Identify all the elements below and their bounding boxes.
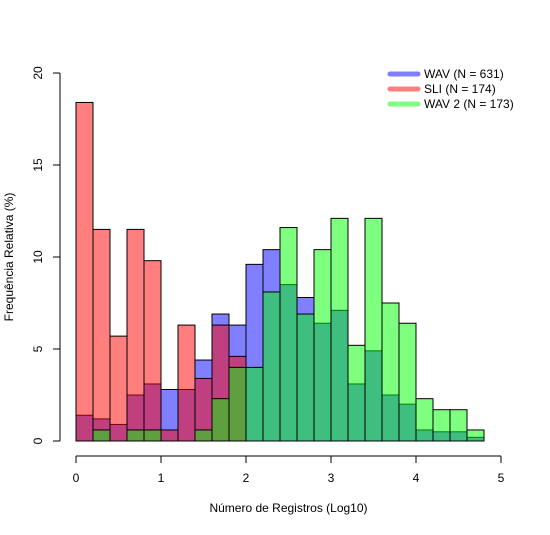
bar-3-8: [263, 292, 280, 441]
x-ticks: 0 1 2 3 4 5: [73, 456, 505, 485]
bar-3-20: [467, 430, 484, 441]
bar-2-1: [76, 102, 93, 441]
bar-3-1: [93, 430, 110, 441]
bar-2-4: [127, 229, 144, 441]
legend: WAV (N = 631)SLI (N = 174)WAV 2 (N = 173…: [390, 67, 514, 111]
bar-2-7: [178, 325, 195, 441]
y-tick-label: 15: [31, 158, 45, 172]
bar-3-11: [314, 250, 331, 441]
legend-item: SLI (N = 174): [390, 82, 496, 96]
bar-3-9: [280, 228, 297, 441]
bar-3-15: [382, 303, 399, 441]
y-ticks: 0 5 10 15 20: [31, 66, 60, 444]
legend-item: WAV 2 (N = 173): [390, 97, 514, 111]
x-tick-label: 5: [498, 471, 505, 485]
bar-2-2: [93, 229, 110, 441]
bar-3-12: [331, 218, 348, 441]
bar-3-13: [348, 345, 365, 441]
x-tick-label: 2: [243, 471, 250, 485]
bar-2-5: [144, 261, 161, 441]
bar-3-4: [195, 430, 212, 441]
legend-label: WAV 2 (N = 173): [424, 97, 514, 111]
legend-label: WAV (N = 631): [424, 67, 504, 81]
bar-3-2: [127, 430, 144, 441]
bar-2-6: [161, 430, 178, 441]
bar-3-14: [365, 218, 382, 441]
bar-3-10: [297, 314, 314, 441]
bar-3-16: [399, 323, 416, 441]
bar-3-5: [212, 399, 229, 441]
bar-3-19: [450, 410, 467, 441]
series-2-bars: [76, 102, 246, 441]
legend-label: SLI (N = 174): [424, 82, 496, 96]
bars-layer: [76, 102, 484, 441]
x-tick-label: 4: [413, 471, 420, 485]
y-tick-label: 20: [31, 66, 45, 80]
legend-item: WAV (N = 631): [390, 67, 504, 81]
y-tick-label: 10: [31, 250, 45, 264]
bar-3-3: [144, 430, 161, 441]
bar-3-17: [416, 399, 433, 441]
bar-3-7: [246, 367, 263, 441]
x-axis-label: Número de Registros (Log10): [209, 501, 367, 515]
bar-3-6: [229, 367, 246, 441]
bar-2-3: [110, 336, 127, 441]
y-axis-label: Frequência Relativa (%): [2, 193, 16, 322]
y-tick-label: 0: [31, 437, 45, 444]
x-tick-label: 0: [73, 471, 80, 485]
x-tick-label: 3: [328, 471, 335, 485]
bar-3-18: [433, 410, 450, 441]
x-tick-label: 1: [158, 471, 165, 485]
y-tick-label: 5: [31, 345, 45, 352]
